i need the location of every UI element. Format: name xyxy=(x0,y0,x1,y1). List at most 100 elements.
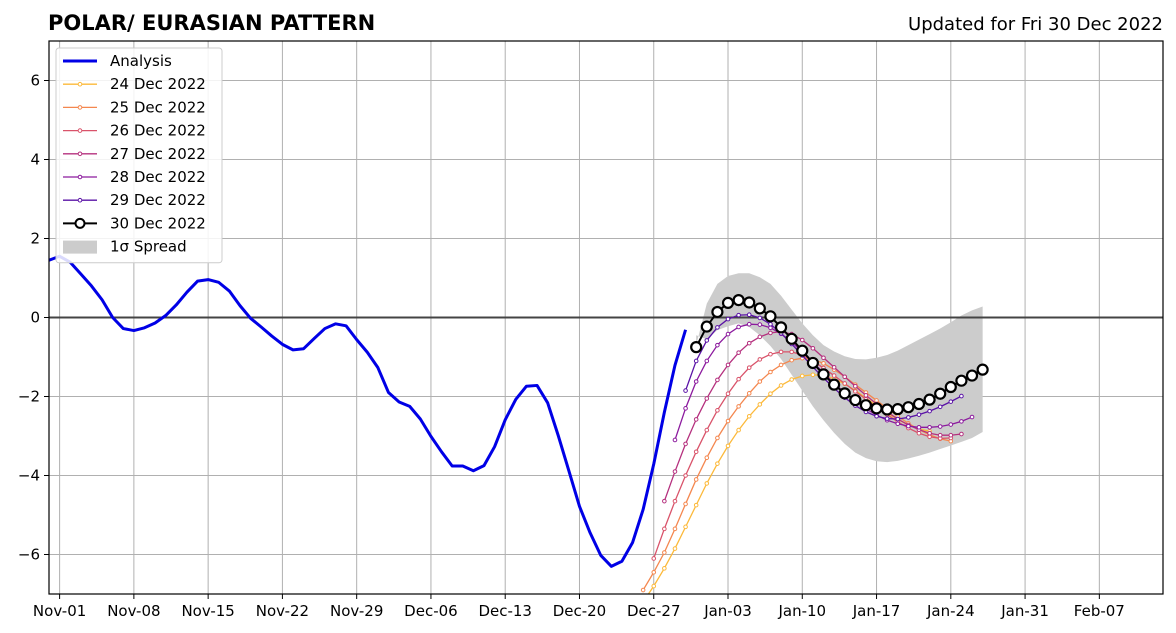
legend-label: 24 Dec 2022 xyxy=(110,75,206,93)
forecast-point xyxy=(662,550,667,555)
forecast-point xyxy=(799,337,805,343)
legend-marker xyxy=(77,81,83,87)
x-tick-label: Feb-07 xyxy=(1074,602,1125,620)
forecast-point xyxy=(715,461,720,466)
forecast-point xyxy=(715,408,720,413)
forecast-point xyxy=(796,344,809,357)
forecast-point xyxy=(693,379,699,384)
forecast-point xyxy=(651,556,657,561)
forecast-point xyxy=(778,362,784,368)
forecast-point xyxy=(746,312,752,318)
forecast-point xyxy=(721,296,735,309)
forecast-point xyxy=(944,380,957,394)
forecast-point xyxy=(693,358,699,364)
x-tick-label: Nov-15 xyxy=(181,602,234,620)
forecast-point xyxy=(916,412,922,417)
forecast-point xyxy=(955,374,968,387)
forecast-point xyxy=(704,427,710,433)
forecast-point xyxy=(927,425,932,430)
forecast-point xyxy=(704,396,710,401)
forecast-point xyxy=(959,419,964,424)
forecast-point xyxy=(651,569,657,575)
y-axis: 6 4 2 0 −2 −4 −6 xyxy=(18,72,49,564)
forecast-point xyxy=(746,391,752,396)
forecast-series xyxy=(690,294,989,416)
forecast-point xyxy=(768,391,773,397)
legend-marker xyxy=(77,174,83,180)
legend-item: 27 Dec 2022 xyxy=(63,145,206,163)
y-tick-label: −4 xyxy=(18,467,40,485)
forecast-point xyxy=(700,320,713,333)
y-tick-label: 0 xyxy=(30,309,40,327)
legend-label: 29 Dec 2022 xyxy=(110,191,206,209)
forecast-point xyxy=(757,322,763,327)
plot-content xyxy=(49,254,1163,594)
forecast-point xyxy=(810,346,816,351)
forecast-point xyxy=(778,383,784,388)
forecast-point xyxy=(849,393,862,407)
legend-marker xyxy=(74,217,86,229)
forecast-point xyxy=(746,365,752,370)
forecast-point xyxy=(683,441,688,447)
forecast-point xyxy=(959,431,964,437)
forecast-point xyxy=(662,566,667,571)
forecast-point xyxy=(693,449,699,455)
analysis-line xyxy=(49,254,688,568)
legend-swatch xyxy=(63,240,97,254)
forecast-point xyxy=(912,397,926,411)
forecast-point xyxy=(693,502,699,508)
forecast-point xyxy=(969,414,975,420)
x-tick-label: Nov-22 xyxy=(256,602,309,620)
forecast-point xyxy=(838,387,851,400)
legend-item: 1σ Spread xyxy=(63,238,187,256)
forecast-point xyxy=(817,368,830,381)
legend-box xyxy=(55,47,223,264)
y-tick-label: −2 xyxy=(18,388,40,406)
forecast-point xyxy=(959,393,964,399)
forecast-point xyxy=(736,350,741,355)
forecast-point xyxy=(672,546,678,551)
legend-item: 25 Dec 2022 xyxy=(63,98,206,116)
x-tick-label: Dec-20 xyxy=(553,602,607,620)
forecast-point xyxy=(736,324,741,330)
forecast-point xyxy=(874,413,879,419)
forecast-point xyxy=(672,498,678,504)
x-tick-label: Jan-24 xyxy=(926,602,975,620)
forecast-point xyxy=(732,294,745,307)
forecast-point xyxy=(640,587,646,593)
legend-item: 24 Dec 2022 xyxy=(63,75,206,93)
legend-item: 28 Dec 2022 xyxy=(63,168,206,186)
forecast-point xyxy=(768,369,773,375)
forecast-point xyxy=(651,583,657,589)
forecast-point xyxy=(746,340,752,346)
forecast-point xyxy=(895,416,901,422)
legend-item: 29 Dec 2022 xyxy=(63,191,206,209)
forecast-point xyxy=(828,378,841,391)
forecast-point xyxy=(725,443,731,449)
forecast-point xyxy=(764,310,777,323)
legend: Analysis 24 Dec 2022 25 Dec 2022 26 Dec 202… xyxy=(55,47,223,264)
forecast-point xyxy=(937,424,943,429)
legend-label: 27 Dec 2022 xyxy=(110,145,206,163)
forecast-point xyxy=(757,402,763,407)
forecast-point xyxy=(662,498,667,504)
forecast-point xyxy=(806,356,819,370)
forecast-point xyxy=(768,321,773,327)
forecast-point xyxy=(683,524,688,530)
forecast-point xyxy=(757,315,763,321)
forecast-point xyxy=(923,393,936,406)
forecast-point xyxy=(891,403,904,416)
forecast-point xyxy=(704,455,710,461)
forecast-point xyxy=(948,432,954,438)
forecast-point xyxy=(715,342,720,348)
legend-label: 30 Dec 2022 xyxy=(110,214,206,232)
x-tick-label: Nov-08 xyxy=(107,602,160,620)
x-axis: Nov-01 Nov-08 Nov-15 Nov-22 Nov-29 Dec-06 Dec-… xyxy=(33,594,1125,620)
forecast-point xyxy=(693,417,699,422)
forecast-point xyxy=(683,388,688,393)
legend-label: 25 Dec 2022 xyxy=(110,98,206,116)
forecast-point xyxy=(976,363,989,376)
x-tick-label: Dec-27 xyxy=(627,602,681,620)
forecast-point xyxy=(715,377,720,383)
